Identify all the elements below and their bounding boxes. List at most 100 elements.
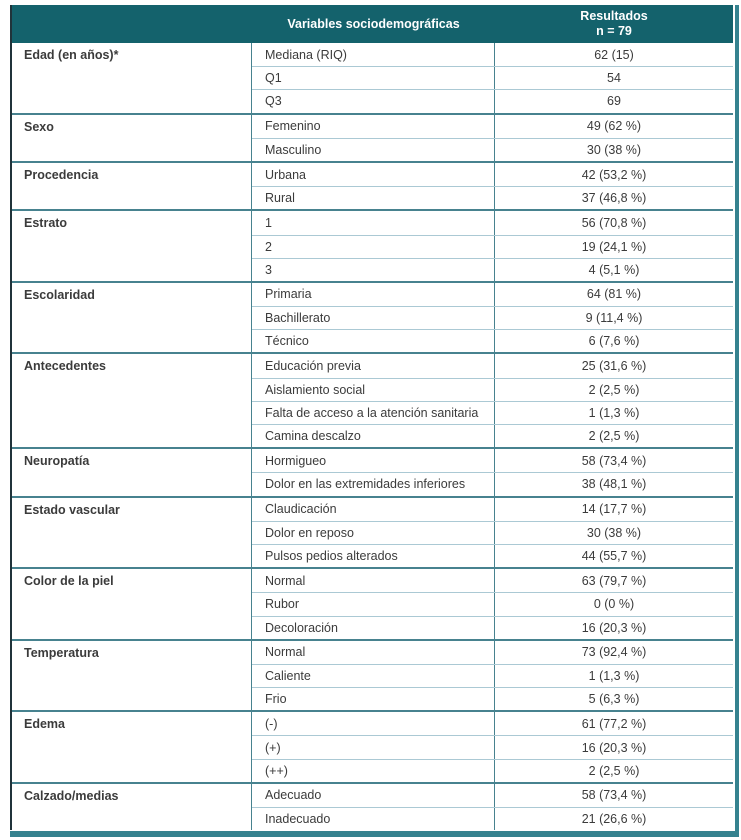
result-cell: 25 (31,6 %) — [581, 359, 647, 374]
table-row: 1 56 (70,8 %) — [252, 211, 733, 235]
group-rows: Educación previa 25 (31,6 %) Aislamiento s… — [252, 354, 733, 448]
variable-cell: (++) — [252, 759, 495, 782]
table-row: Pulsos pedios alterados 44 (55,7 %) — [252, 543, 733, 568]
category-cell: Escolaridad — [12, 282, 252, 353]
result-cell: 69 — [607, 94, 621, 109]
table-group: Calzado/medias Adecuado 58 (73,4 %) Inadecu… — [12, 781, 733, 831]
result-cell: 30 (38 %) — [586, 142, 642, 157]
variable-cell: Masculino — [252, 138, 495, 161]
table-row: Dolor en las extremidades inferiores 38 (… — [252, 472, 733, 496]
header-results-line1: Resultados — [580, 9, 648, 23]
category-cell: Edema — [12, 712, 252, 782]
result-cell: 56 (70,8 %) — [581, 215, 647, 230]
sociodemographic-table: Variables sociodemográficas Resultados n… — [10, 5, 733, 831]
group-rows: Normal 63 (79,7 %) Rubor 0 (0 %) Decoloració… — [252, 569, 733, 639]
result-cell: 2 (2,5 %) — [588, 429, 640, 444]
table-row: Masculino 30 (38 %) — [252, 137, 733, 161]
result-cell: 64 (81 %) — [586, 287, 642, 302]
table-group: Escolaridad Primaria 64 (81 %) Bachillerato… — [12, 280, 733, 353]
header-results-line2: n = 79 — [596, 24, 632, 38]
variable-cell: Bachillerato — [252, 307, 495, 330]
result-cell: 21 (26,6 %) — [581, 812, 647, 827]
variable-cell: 2 — [252, 235, 495, 258]
variable-cell: Caliente — [252, 664, 495, 688]
variable-cell: Normal — [252, 640, 495, 664]
result-cell: 6 (7,6 %) — [588, 334, 640, 349]
table-group: Estrato 1 56 (70,8 %) 2 19 (24,1 %) 3 4 (5,1 %… — [12, 209, 733, 281]
table-group: Antecedentes Educación previa 25 (31,6 %) A… — [12, 352, 733, 448]
table-group: Temperatura Normal 73 (92,4 %) Caliente 1 (1… — [12, 638, 733, 711]
result-cell: 73 (92,4 %) — [581, 645, 647, 660]
table-group: Color de la piel Normal 63 (79,7 %) Rubor 0 … — [12, 567, 733, 639]
variable-cell: Claudicación — [252, 497, 495, 521]
variable-cell: Técnico — [252, 330, 495, 353]
result-cell: 2 (2,5 %) — [588, 763, 640, 778]
variable-cell: Camina descalzo — [252, 425, 495, 448]
variable-cell: Falta de acceso a la atención sanitaria — [252, 401, 495, 424]
table-row: Técnico 6 (7,6 %) — [252, 329, 733, 353]
table-row: Q1 54 — [252, 66, 733, 90]
table-row: 2 19 (24,1 %) — [252, 234, 733, 258]
result-cell: 16 (20,3 %) — [581, 620, 647, 635]
group-rows: 1 56 (70,8 %) 2 19 (24,1 %) 3 4 (5,1 %) — [252, 211, 733, 281]
variable-cell: Rubor — [252, 593, 495, 616]
table-group: Estado vascular Claudicación 14 (17,7 %) Do… — [12, 495, 733, 568]
table-body: Edad (en años)* Mediana (RIQ) 62 (15) Q1 54 Q… — [12, 43, 733, 831]
variable-cell: 1 — [252, 211, 495, 235]
group-rows: Mediana (RIQ) 62 (15) Q1 54 Q3 69 — [252, 43, 733, 113]
variable-cell: Rural — [252, 187, 495, 210]
group-rows: Primaria 64 (81 %) Bachillerato 9 (11,4 %) T… — [252, 282, 733, 353]
result-cell: 63 (79,7 %) — [581, 573, 647, 588]
variable-cell: (-) — [252, 712, 495, 736]
table-row: Caliente 1 (1,3 %) — [252, 663, 733, 688]
table-row: Frio 5 (6,3 %) — [252, 687, 733, 711]
variable-cell: Mediana (RIQ) — [252, 43, 495, 67]
result-cell: 37 (46,8 %) — [581, 191, 647, 206]
table-row: Normal 73 (92,4 %) — [252, 640, 733, 664]
variable-cell: Adecuado — [252, 783, 495, 807]
result-cell: 1 (1,3 %) — [588, 668, 640, 683]
variable-cell: Inadecuado — [252, 808, 495, 831]
category-cell: Antecedentes — [12, 354, 252, 448]
variable-cell: Aislamiento social — [252, 378, 495, 401]
result-cell: 30 (38 %) — [586, 525, 642, 540]
category-cell: Edad (en años)* — [12, 43, 252, 113]
variable-cell: Femenino — [252, 114, 495, 138]
table-row: Camina descalzo 2 (2,5 %) — [252, 424, 733, 448]
header-results-label: Resultados n = 79 — [495, 5, 733, 43]
table-group: Procedencia Urbana 42 (53,2 %) Rural 37 (46,… — [12, 160, 733, 210]
group-rows: Normal 73 (92,4 %) Caliente 1 (1,3 %) Frio 5 … — [252, 640, 733, 711]
group-rows: Urbana 42 (53,2 %) Rural 37 (46,8 %) — [252, 162, 733, 210]
variable-cell: Primaria — [252, 282, 495, 307]
table-row: Urbana 42 (53,2 %) — [252, 162, 733, 187]
category-cell: Estrato — [12, 211, 252, 281]
result-cell: 2 (2,5 %) — [588, 382, 640, 397]
right-accent-bar — [735, 5, 739, 837]
variable-cell: Normal — [252, 569, 495, 593]
category-cell: Color de la piel — [12, 569, 252, 639]
result-cell: 4 (5,1 %) — [588, 262, 640, 277]
result-cell: 44 (55,7 %) — [581, 549, 647, 564]
category-cell: Neuropatía — [12, 449, 252, 496]
group-rows: Hormigueo 58 (73,4 %) Dolor en las extremi… — [252, 449, 733, 496]
variable-cell: Educación previa — [252, 354, 495, 378]
variable-cell: Q1 — [252, 67, 495, 90]
group-rows: Adecuado 58 (73,4 %) Inadecuado 21 (26,6 %) — [252, 783, 733, 831]
result-cell: 58 (73,4 %) — [581, 453, 647, 468]
table-row: (++) 2 (2,5 %) — [252, 758, 733, 782]
variable-cell: 3 — [252, 258, 495, 281]
category-cell: Sexo — [12, 114, 252, 161]
table-group: Edad (en años)* Mediana (RIQ) 62 (15) Q1 54 Q… — [12, 43, 733, 113]
variable-cell: Frio — [252, 688, 495, 711]
table-header-row: Variables sociodemográficas Resultados n… — [12, 5, 733, 43]
table-row: Inadecuado 21 (26,6 %) — [252, 807, 733, 831]
table-row: Educación previa 25 (31,6 %) — [252, 354, 733, 378]
category-cell: Temperatura — [12, 640, 252, 711]
result-cell: 14 (17,7 %) — [581, 502, 647, 517]
table-group: Edema (-) 61 (77,2 %) (+) 16 (20,3 %) (++) 2 (… — [12, 710, 733, 782]
result-cell: 49 (62 %) — [586, 119, 642, 134]
result-cell: 5 (6,3 %) — [588, 692, 640, 707]
variable-cell: (+) — [252, 736, 495, 759]
table-group: Neuropatía Hormigueo 58 (73,4 %) Dolor en l… — [12, 447, 733, 496]
